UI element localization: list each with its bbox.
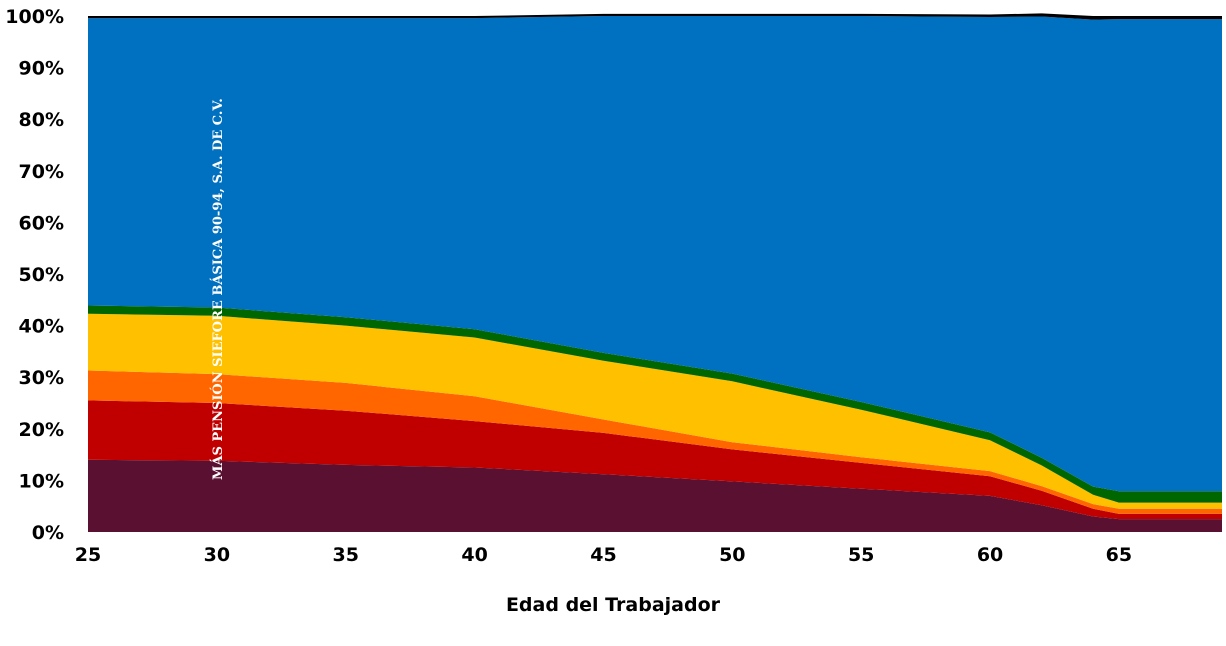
y-tick-label: 0% [32,522,64,544]
x-axis: 25 30 35 40 45 50 55 60 65 [75,544,1132,566]
y-tick-label: 40% [19,316,64,338]
x-tick-label: 45 [590,544,616,566]
y-tick-label: 90% [19,58,64,80]
x-tick-label: 25 [75,544,101,566]
chart-annotation: MÁS PENSIÓN SIEFORE BÁSICA 90-94, S.A. D… [209,98,226,480]
y-axis: 0% 10% 20% 30% 40% 50% 60% 70% 80% 90% 100% [5,6,64,544]
x-tick-label: 55 [848,544,874,566]
x-tick-label: 35 [333,544,359,566]
x-tick-label: 65 [1106,544,1132,566]
area-series-1 [88,459,1222,532]
y-tick-label: 20% [19,419,64,441]
y-tick-label: 70% [19,161,64,183]
area-series-7 [88,13,1222,20]
y-tick-label: 30% [19,367,64,389]
x-tick-label: 50 [719,544,745,566]
x-tick-label: 60 [977,544,1003,566]
y-tick-label: 80% [19,109,64,131]
plot-area [88,13,1222,532]
x-axis-label: Edad del Trabajador [506,594,721,616]
x-tick-label: 40 [461,544,487,566]
y-tick-label: 10% [19,470,64,492]
y-tick-label: 60% [19,212,64,234]
area-series-2 [88,400,1222,520]
y-tick-label: 100% [5,6,64,28]
area-series-4 [88,313,1222,509]
x-tick-label: 30 [204,544,230,566]
y-tick-label: 50% [19,264,64,286]
area-series-3 [88,370,1222,514]
area-series-6 [88,16,1222,492]
